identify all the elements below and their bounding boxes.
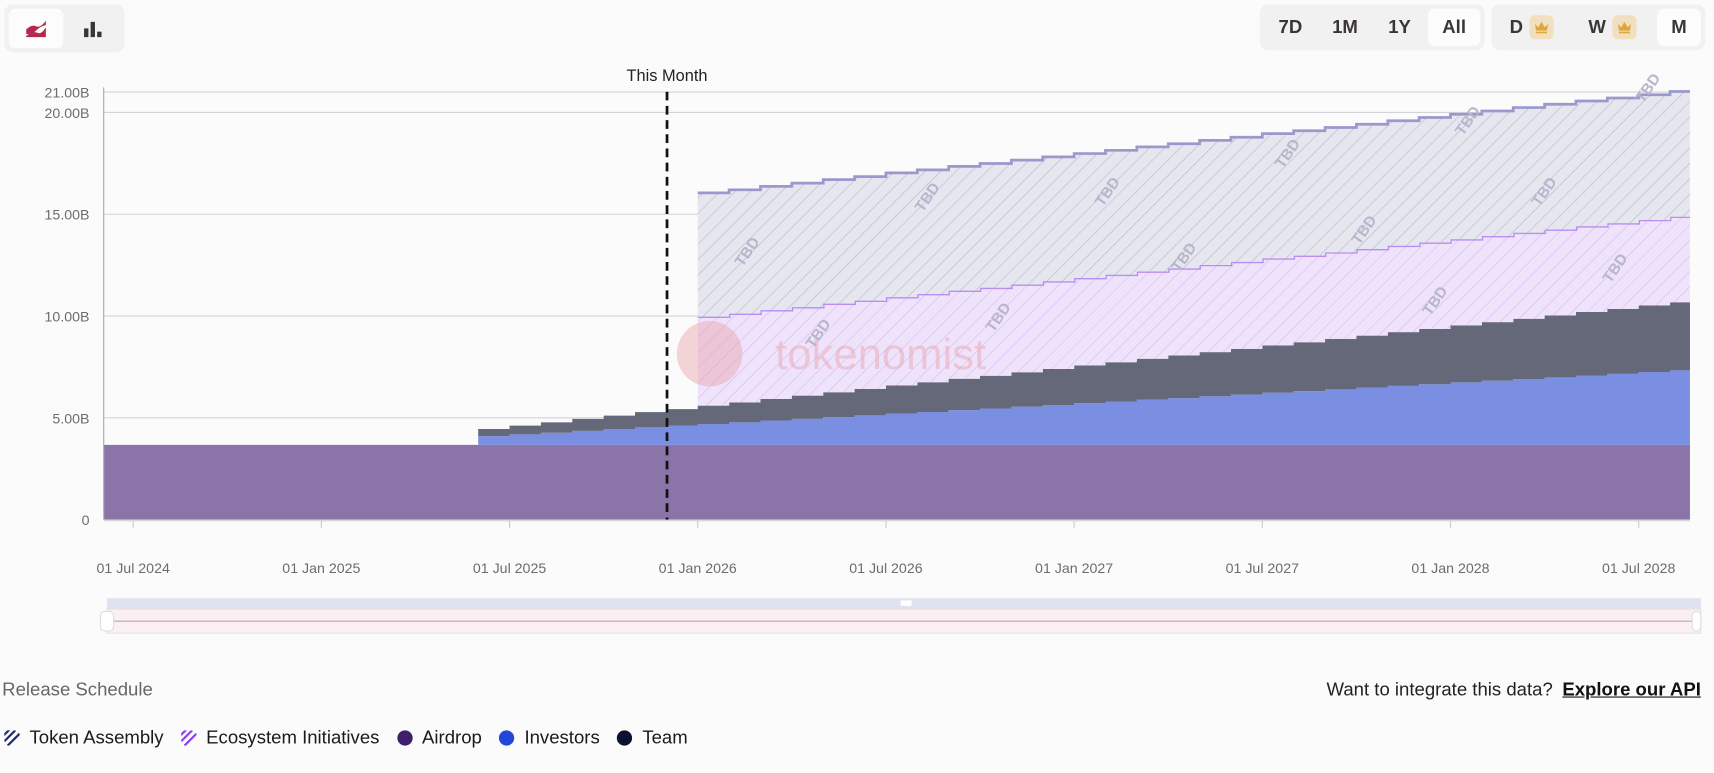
- range-1y-button[interactable]: 1Y: [1388, 16, 1411, 38]
- y-tick-label: 21.00B: [45, 86, 90, 102]
- token-assembly-area: [697, 91, 1690, 317]
- interval-selector: D W M: [1491, 4, 1706, 51]
- api-prompt-text: Want to integrate this data?: [1326, 679, 1553, 700]
- range-navigator[interactable]: [99, 598, 1702, 634]
- interval-d-button[interactable]: D: [1496, 9, 1568, 46]
- x-tick-label: 01 Jul 2025: [473, 561, 546, 577]
- area-chart-button[interactable]: [8, 8, 64, 49]
- investors-area: [478, 370, 1690, 445]
- y-tick-label: 0: [82, 513, 90, 529]
- range-7d-button[interactable]: 7D: [1278, 16, 1303, 38]
- release-schedule-title: Release Schedule: [2, 679, 153, 700]
- bar-chart-icon: [84, 21, 102, 38]
- interval-w-button[interactable]: W: [1570, 9, 1655, 46]
- x-tick-label: 01 Jan 2026: [659, 561, 737, 577]
- x-tick-label: 01 Jan 2027: [1035, 561, 1113, 577]
- y-tick-label: 5.00B: [52, 411, 89, 427]
- chart-legend: Token Assembly Ecosystem Initiatives Airdr…: [4, 727, 705, 749]
- navigator-grip[interactable]: [900, 600, 912, 606]
- x-tick-label: 01 Jul 2024: [96, 561, 169, 577]
- legend-label: Airdrop: [422, 727, 482, 748]
- y-tick-label: 20.00B: [45, 106, 90, 122]
- chart-type-toggle: [4, 4, 125, 53]
- hatch-swatch-icon: [4, 730, 20, 746]
- dot-swatch-icon: [396, 730, 413, 746]
- range-1m-button[interactable]: 1M: [1332, 16, 1358, 38]
- x-tick-label: 01 Jul 2026: [849, 561, 922, 577]
- legend-label: Investors: [524, 727, 600, 748]
- legend-item-token-assembly[interactable]: Token Assembly: [4, 727, 164, 749]
- bar-chart-button[interactable]: [66, 9, 121, 48]
- legend-label: Token Assembly: [29, 727, 164, 748]
- legend-item-team[interactable]: Team: [617, 727, 688, 749]
- team-area: [478, 302, 1690, 437]
- tokenomist-watermark: tokenomist: [676, 320, 986, 387]
- interval-m-button[interactable]: M: [1657, 8, 1701, 46]
- svg-text:tokenomist: tokenomist: [775, 330, 986, 379]
- this-month-label: This Month: [627, 67, 708, 85]
- api-prompt: Want to integrate this data? Explore our…: [1327, 679, 1701, 701]
- ecosystem-initiatives-area: [697, 216, 1690, 406]
- legend-label: Ecosystem Initiatives: [206, 727, 380, 748]
- legend-item-investors[interactable]: Investors: [499, 727, 600, 749]
- navigator-handle-left[interactable]: [99, 610, 115, 632]
- legend-label: Team: [642, 727, 688, 748]
- y-tick-label: 10.00B: [45, 310, 90, 326]
- explore-api-link[interactable]: Explore our API: [1562, 679, 1701, 700]
- navigator-handle-right[interactable]: [1691, 610, 1702, 632]
- range-selector: 7D 1M 1Y All: [1259, 4, 1485, 51]
- range-all-button[interactable]: All: [1427, 8, 1481, 46]
- airdrop-area: [103, 444, 1690, 520]
- x-tick-label: 01 Jan 2028: [1411, 561, 1489, 577]
- x-tick-label: 01 Jan 2025: [282, 561, 360, 577]
- interval-w-label: W: [1588, 16, 1606, 38]
- dot-swatch-icon: [617, 730, 633, 746]
- x-tick-label: 01 Jul 2027: [1226, 561, 1299, 577]
- crown-icon: [1529, 15, 1554, 40]
- crown-icon: [1612, 15, 1637, 40]
- x-tick-label: 01 Jul 2028: [1602, 561, 1675, 577]
- area-chart-icon: [26, 20, 46, 38]
- y-tick-label: 15.00B: [45, 208, 90, 224]
- interval-d-label: D: [1509, 16, 1524, 38]
- dot-swatch-icon: [499, 730, 515, 746]
- legend-item-ecosystem-initiatives[interactable]: Ecosystem Initiatives: [181, 727, 379, 749]
- token-assembly-line: [697, 90, 1690, 195]
- hatch-swatch-icon: [181, 730, 197, 746]
- legend-item-airdrop[interactable]: Airdrop: [396, 727, 482, 749]
